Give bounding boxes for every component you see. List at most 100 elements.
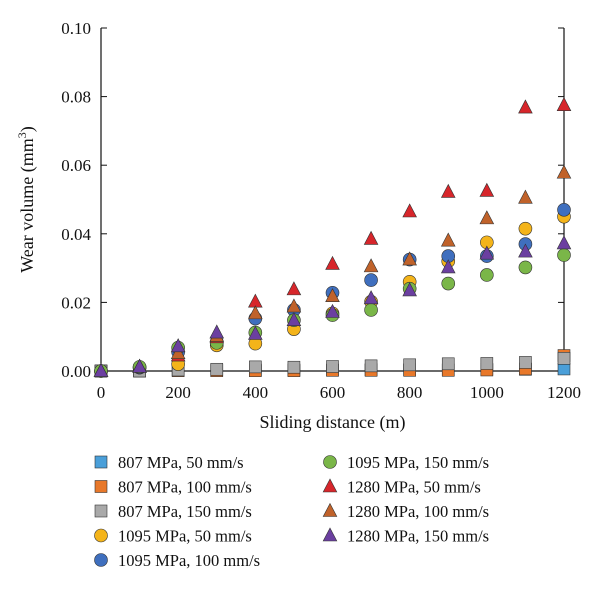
data-point <box>556 164 572 179</box>
ticks: 0 200 400 600 800 1000 1200 0.00 0.02 0.04 0.06 0.0… <box>61 19 581 402</box>
data-point <box>209 324 225 339</box>
data-point <box>480 357 494 370</box>
data-point <box>248 305 263 320</box>
y-axis-label-superscript: 3 <box>15 132 29 138</box>
x-tick-label: 1200 <box>547 383 581 402</box>
x-tick-label: 800 <box>397 383 423 402</box>
data-point <box>170 338 186 353</box>
data-point <box>93 362 109 377</box>
legend-label: 1280 MPa, 50 mm/s <box>347 478 481 497</box>
data-point <box>402 282 417 297</box>
legend-label: 1095 MPa, 50 mm/s <box>118 527 252 546</box>
data-point <box>249 360 262 374</box>
data-point <box>403 358 416 372</box>
data-point <box>518 221 533 236</box>
data-point <box>518 99 533 114</box>
legend-label: 807 MPa, 50 mm/s <box>118 453 244 472</box>
data-point <box>402 251 417 266</box>
legend-marker <box>94 553 108 567</box>
data-points <box>93 97 572 378</box>
data-point <box>325 255 340 270</box>
y-tick-label: 0.00 <box>61 362 91 381</box>
legend-marker <box>322 502 338 517</box>
x-axis-label: Sliding distance (m) <box>260 412 406 433</box>
y-tick-label: 0.06 <box>61 156 91 175</box>
data-point <box>556 97 572 111</box>
x-tick-label: 600 <box>320 383 346 402</box>
data-point <box>480 268 494 282</box>
data-point <box>364 303 378 317</box>
legend-item: 1280 MPa, 150 mm/s <box>322 527 489 546</box>
series-9 <box>93 235 572 377</box>
data-point <box>440 183 456 198</box>
legend-marker <box>322 478 338 493</box>
legend-item: 1280 MPa, 50 mm/s <box>322 478 481 497</box>
legend-marker <box>322 527 338 542</box>
legend-label: 1095 MPa, 100 mm/s <box>118 551 260 570</box>
data-point <box>440 232 456 247</box>
data-point <box>479 210 495 225</box>
data-point <box>557 352 571 365</box>
data-point <box>326 360 339 373</box>
legend-label: 1280 MPa, 150 mm/s <box>347 527 489 546</box>
data-point <box>556 235 572 250</box>
data-point <box>441 276 456 291</box>
legend-item: 807 MPa, 100 mm/s <box>94 478 252 497</box>
data-point <box>440 259 456 274</box>
x-tick-label: 0 <box>97 383 106 402</box>
legend-marker <box>94 480 108 493</box>
legend-item: 807 MPa, 150 mm/s <box>94 502 252 521</box>
legend-marker <box>323 455 337 469</box>
legend-marker <box>94 504 108 518</box>
data-point <box>325 288 340 303</box>
legend-marker <box>94 528 108 543</box>
data-point <box>210 362 224 376</box>
data-point <box>286 312 302 327</box>
data-point <box>363 290 379 305</box>
y-axis-label-close: ) <box>17 126 38 132</box>
data-point <box>441 357 455 371</box>
y-tick-label: 0.04 <box>61 225 91 244</box>
data-point <box>286 298 302 313</box>
legend-item: 1095 MPa, 150 mm/s <box>323 453 489 472</box>
data-point <box>557 202 571 217</box>
data-point <box>402 203 417 218</box>
legend-item: 807 MPa, 50 mm/s <box>94 453 244 472</box>
x-tick-label: 400 <box>243 383 269 402</box>
legend-label: 807 MPa, 100 mm/s <box>118 478 252 497</box>
data-point <box>363 230 379 245</box>
series-8 <box>93 164 572 377</box>
data-point <box>518 260 533 275</box>
data-point <box>363 258 379 273</box>
legend-label: 1095 MPa, 150 mm/s <box>347 453 489 472</box>
data-point <box>364 359 378 373</box>
y-axis-label: Wear volume (mm3) <box>15 126 38 273</box>
data-point <box>364 273 378 287</box>
data-point <box>519 356 532 369</box>
data-point <box>479 245 495 260</box>
data-point <box>287 360 301 374</box>
y-tick-label: 0.08 <box>61 88 91 107</box>
x-tick-label: 1000 <box>470 383 504 402</box>
y-tick-label: 0.02 <box>61 293 91 312</box>
legend-marker <box>94 455 108 469</box>
legend-label: 1280 MPa, 100 mm/s <box>347 502 489 521</box>
data-point <box>132 358 147 373</box>
y-axis-label-text: Wear volume (mm <box>17 138 38 273</box>
y-tick-label: 0.10 <box>61 19 91 38</box>
legend-item: 1095 MPa, 50 mm/s <box>94 527 252 546</box>
data-point <box>286 281 302 296</box>
series-7 <box>93 97 572 377</box>
x-tick-label: 200 <box>165 383 191 402</box>
data-point <box>518 243 533 258</box>
data-point <box>518 189 533 204</box>
legend-item: 1280 MPa, 100 mm/s <box>322 502 489 521</box>
legend-item: 1095 MPa, 100 mm/s <box>94 551 260 570</box>
legend: 807 MPa, 50 mm/s 807 MPa, 100 mm/s 807 MPa… <box>94 453 489 570</box>
data-point <box>248 325 263 340</box>
data-point <box>557 248 571 262</box>
legend-label: 807 MPa, 150 mm/s <box>118 502 252 521</box>
data-point <box>170 345 186 359</box>
data-point <box>479 182 495 197</box>
